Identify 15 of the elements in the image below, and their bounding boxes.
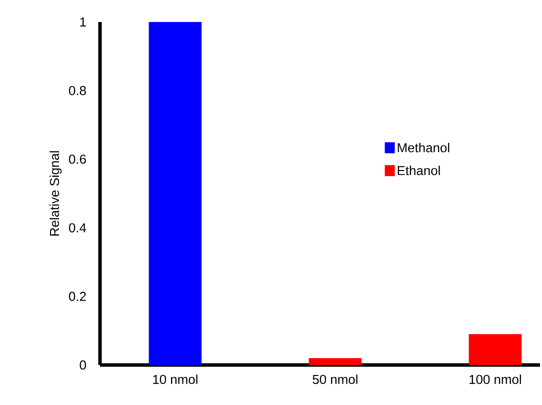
x-tick-label: 50 nmol [312, 374, 358, 384]
y-tick-label: 0 [80, 360, 86, 370]
y-tick-label: 0.2 [68, 292, 86, 301]
x-tick-label: 100 nmol [470, 374, 521, 384]
y-tick-label: 0.4 [68, 223, 86, 232]
bar [148, 22, 202, 365]
bar [308, 358, 362, 365]
y-axis-title: Relative Signal [50, 151, 62, 236]
x-tick-label: 10 nmol [153, 374, 198, 384]
y-tick-label: 0.6 [68, 154, 86, 164]
y-tick-label: 0.8 [68, 86, 86, 96]
y-tick-label: 1 [80, 18, 86, 26]
legend-label: Ethanol [398, 166, 440, 176]
bar [468, 334, 522, 365]
legend-label: Methanol [398, 142, 450, 152]
